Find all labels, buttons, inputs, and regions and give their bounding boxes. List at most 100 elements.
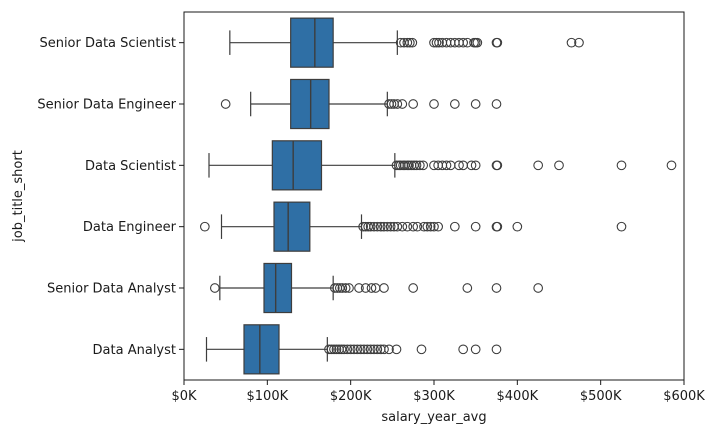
outlier-point bbox=[458, 344, 469, 355]
outlier-point bbox=[372, 221, 383, 232]
outlier-point bbox=[466, 160, 477, 171]
box-group-data-engineer bbox=[199, 201, 627, 252]
outlier-point bbox=[449, 99, 460, 109]
outlier-point bbox=[392, 99, 403, 109]
outlier-point bbox=[462, 283, 473, 293]
outlier-point bbox=[354, 283, 364, 293]
box-iqr bbox=[290, 78, 330, 130]
outlier-point bbox=[334, 283, 345, 293]
outlier-point bbox=[386, 99, 397, 109]
y-tick-label: Data Engineer bbox=[83, 220, 177, 235]
outlier-point bbox=[392, 221, 403, 232]
outlier-point bbox=[402, 221, 413, 232]
outlier-point bbox=[358, 221, 369, 232]
outlier-point bbox=[349, 344, 359, 355]
outlier-point bbox=[209, 283, 220, 293]
outlier-point bbox=[533, 283, 544, 293]
outlier-point bbox=[397, 99, 408, 109]
outlier-point bbox=[329, 344, 339, 355]
outlier-point bbox=[408, 99, 419, 109]
outlier-point bbox=[345, 344, 356, 355]
outlier-point bbox=[425, 221, 436, 232]
outlier-point bbox=[402, 37, 413, 48]
outlier-point bbox=[359, 344, 369, 355]
outlier-point bbox=[337, 283, 348, 293]
outlier-point bbox=[397, 221, 408, 232]
box-group-senior-data-analyst bbox=[209, 262, 544, 314]
outlier-point bbox=[355, 344, 366, 355]
outlier-point bbox=[339, 344, 349, 355]
y-tick-label: Senior Data Scientist bbox=[39, 36, 176, 51]
outlier-point bbox=[533, 160, 544, 171]
outlier-point bbox=[324, 344, 334, 355]
outlier-point bbox=[472, 37, 483, 48]
x-tick-label: $300K bbox=[413, 389, 455, 404]
box-iqr bbox=[273, 201, 311, 252]
outlier-point bbox=[454, 160, 464, 171]
outlier-point bbox=[492, 221, 503, 232]
outlier-point bbox=[331, 344, 342, 355]
outlier-point bbox=[363, 221, 374, 232]
outlier-point bbox=[491, 283, 502, 293]
outlier-point bbox=[379, 283, 389, 293]
outlier-point bbox=[412, 221, 423, 232]
outlier-point bbox=[433, 221, 444, 232]
outlier-point bbox=[491, 99, 502, 109]
outlier-point bbox=[470, 221, 481, 232]
y-tick-label: Senior Data Engineer bbox=[37, 98, 176, 113]
outlier-point bbox=[414, 160, 425, 171]
outlier-point bbox=[375, 221, 386, 232]
x-tick-label: $500K bbox=[580, 389, 622, 404]
outlier-point bbox=[408, 221, 419, 232]
y-tick-label: Data Analyst bbox=[93, 343, 176, 358]
outlier-point bbox=[419, 221, 429, 232]
outlier-point bbox=[422, 221, 433, 232]
x-tick-label: $600K bbox=[663, 389, 705, 404]
outlier-point bbox=[385, 221, 396, 232]
box-group-data-analyst bbox=[205, 324, 502, 375]
outlier-point bbox=[411, 160, 422, 171]
outlier-point bbox=[369, 344, 379, 355]
outlier-point bbox=[616, 160, 627, 171]
outlier-point bbox=[365, 344, 376, 355]
outlier-point bbox=[360, 283, 371, 293]
x-tick-label: $100K bbox=[247, 389, 289, 404]
x-tick-label: $400K bbox=[497, 389, 539, 404]
box-iqr bbox=[290, 17, 334, 68]
outlier-point bbox=[344, 283, 354, 293]
outlier-point bbox=[395, 37, 406, 48]
outlier-point bbox=[199, 221, 210, 232]
outlier-point bbox=[616, 221, 627, 232]
outlier-point bbox=[407, 37, 418, 48]
box-iqr bbox=[263, 262, 293, 314]
x-tick-label: $0K bbox=[171, 389, 197, 404]
outlier-point bbox=[379, 344, 389, 355]
box-group-senior-data-engineer bbox=[220, 78, 502, 130]
outlier-point bbox=[492, 160, 503, 171]
y-tick-label: Senior Data Analyst bbox=[47, 282, 176, 297]
outlier-point bbox=[449, 221, 460, 232]
outlier-point bbox=[369, 221, 379, 232]
y-axis-label: job_title_short bbox=[11, 150, 26, 243]
box-group-senior-data-scientist bbox=[229, 17, 584, 68]
outlier-point bbox=[408, 283, 419, 293]
box-group-data-scientist bbox=[208, 140, 677, 191]
outlier-point bbox=[340, 283, 351, 293]
plot-area bbox=[199, 17, 677, 375]
outlier-point bbox=[391, 344, 402, 355]
outlier-point bbox=[554, 160, 564, 171]
outlier-point bbox=[336, 344, 347, 355]
outlier-point bbox=[404, 160, 414, 171]
outlier-point bbox=[404, 37, 415, 48]
outlier-point bbox=[418, 160, 429, 171]
outlier-point bbox=[220, 99, 231, 109]
outlier-point bbox=[470, 99, 481, 109]
outlier-point bbox=[429, 221, 439, 232]
outlier-point bbox=[384, 344, 394, 355]
outlier-point bbox=[382, 221, 393, 232]
outlier-point bbox=[372, 344, 383, 355]
outlier-point bbox=[352, 344, 363, 355]
outlier-point bbox=[362, 344, 373, 355]
x-tick-label: $200K bbox=[330, 389, 372, 404]
